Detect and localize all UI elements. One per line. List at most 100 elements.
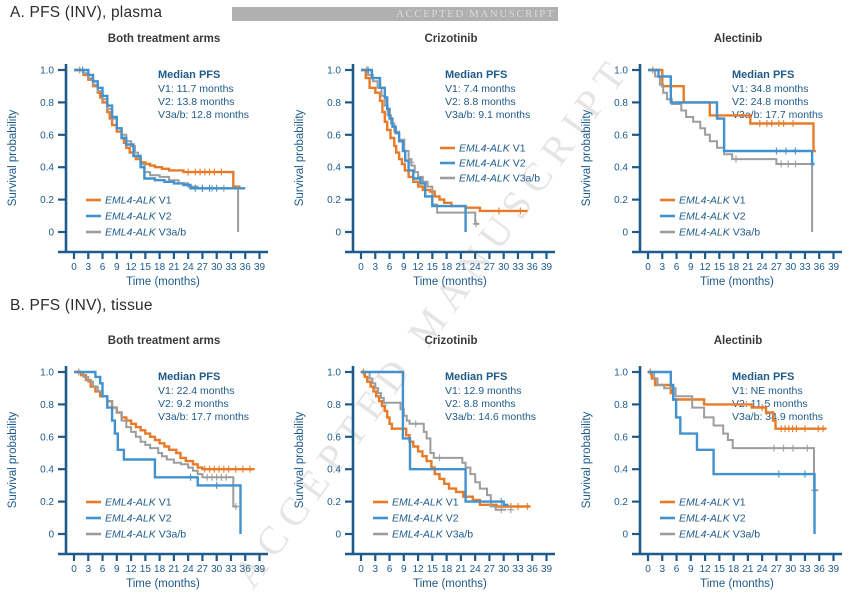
x-tick-label: 6 <box>674 262 680 273</box>
x-tick-label: 3 <box>659 564 665 575</box>
censor-marks-v2 <box>364 66 372 74</box>
censor-marks-v3ab <box>407 158 480 228</box>
median-value: V2: 8.8 months <box>445 398 516 410</box>
legend-label-v2: EML4-ALK V2 <box>679 513 746 525</box>
x-tick-label: 33 <box>799 262 811 273</box>
x-tick-label: 39 <box>541 262 553 273</box>
x-tick-label: 6 <box>387 564 393 575</box>
legend-label-v2: EML4-ALK V2 <box>105 513 172 525</box>
y-tick-label: 0.4 <box>327 465 341 476</box>
y-tick-label: 1.0 <box>40 368 54 379</box>
y-tick-label: 0.4 <box>327 163 341 174</box>
x-tick-label: 27 <box>771 564 783 575</box>
x-tick-label: 21 <box>742 262 754 273</box>
legend-label-v1: EML4-ALK V1 <box>679 497 746 509</box>
x-tick-label: 9 <box>688 262 694 273</box>
legend-label-v2: EML4-ALK V2 <box>459 158 526 170</box>
legend-label-v1: EML4-ALK V1 <box>679 195 746 207</box>
km-panel-tissue-both: Both treatment arms 0 3 6 9 12 15 18 21 24 27 30 33 3… <box>2 328 289 594</box>
median-value: V3a/b: 34.9 months <box>732 411 823 423</box>
x-tick-label: 33 <box>799 564 811 575</box>
median-pfs-label: Median PFS <box>732 69 794 81</box>
x-tick-label: 27 <box>484 564 496 575</box>
y-tick-label: 0.2 <box>40 195 54 206</box>
x-tick-label: 21 <box>455 262 467 273</box>
x-tick-label: 33 <box>225 262 237 273</box>
x-tick-label: 0 <box>358 262 364 273</box>
x-tick-label: 30 <box>785 564 797 575</box>
y-tick-label: 0.6 <box>40 130 54 141</box>
y-tick-label: 0.8 <box>614 98 628 109</box>
x-tick-label: 33 <box>512 564 524 575</box>
legend: EML4-ALK V1 EML4-ALK V2 EML4-ALK V3a/b <box>660 497 760 541</box>
x-tick-label: 39 <box>254 564 266 575</box>
y-tick-label: 0.6 <box>327 130 341 141</box>
median-value: V1: 34.8 months <box>732 83 808 95</box>
x-tick-label: 39 <box>828 262 840 273</box>
median-value: V2: 13.8 months <box>158 96 234 108</box>
x-tick-label: 3 <box>372 262 378 273</box>
y-axis-title: Survival probability <box>7 109 19 206</box>
x-tick-label: 39 <box>828 564 840 575</box>
x-tick-label: 3 <box>85 564 91 575</box>
x-tick-label: 39 <box>254 262 266 273</box>
x-tick-label: 18 <box>728 564 740 575</box>
x-tick-label: 30 <box>211 262 223 273</box>
legend-label-v3ab: EML4-ALK V3a/b <box>392 529 473 541</box>
median-value: V1: 11.7 months <box>158 83 234 95</box>
x-tick-label: 0 <box>645 564 651 575</box>
banner-text: ACCEPTED MANUSCRIPT <box>396 8 555 20</box>
x-tick-label: 12 <box>126 564 138 575</box>
median-value: V3a/b: 9.1 months <box>445 109 530 121</box>
legend: EML4-ALK V1 EML4-ALK V2 EML4-ALK V3a/b <box>86 195 186 239</box>
censor-marks-v3ab <box>203 473 240 510</box>
legend: EML4-ALK V1 EML4-ALK V2 EML4-ALK V3a/b <box>440 143 540 185</box>
y-tick-label: 0.4 <box>614 465 628 476</box>
x-tick-label: 36 <box>527 564 539 575</box>
survival-curve-v1 <box>361 370 530 508</box>
y-tick-label: 0 <box>335 228 341 239</box>
legend: EML4-ALK V1 EML4-ALK V2 EML4-ALK V3a/b <box>373 497 473 541</box>
median-pfs-label: Median PFS <box>445 69 507 81</box>
survival-curve-v3ab <box>648 69 814 232</box>
y-tick-label: 0.6 <box>327 432 341 443</box>
x-tick-label: 27 <box>484 262 496 273</box>
panel-title: Both treatment arms <box>108 335 220 347</box>
x-tick-label: 6 <box>100 262 106 273</box>
survival-curve-v1 <box>74 68 241 188</box>
x-tick-label: 30 <box>211 564 223 575</box>
x-tick-label: 30 <box>498 262 510 273</box>
y-tick-label: 1.0 <box>614 368 628 379</box>
survival-curve-v2 <box>648 370 816 534</box>
x-tick-label: 6 <box>387 262 393 273</box>
x-tick-label: 21 <box>742 564 754 575</box>
x-tick-label: 30 <box>498 564 510 575</box>
survival-curve-v2 <box>361 68 467 232</box>
km-panel-plasma-alectinib: Alectinib 0 3 6 9 12 15 18 21 24 27 30 33 36 39 0 0.2 0.4… <box>576 26 863 292</box>
median-pfs-label: Median PFS <box>445 371 507 383</box>
y-tick-label: 0.2 <box>40 497 54 508</box>
median-value: V1: 7.4 months <box>445 83 516 95</box>
y-tick-label: 0.2 <box>614 497 628 508</box>
x-tick-label: 27 <box>771 262 783 273</box>
y-tick-label: 1.0 <box>614 66 628 77</box>
x-tick-label: 15 <box>140 262 152 273</box>
x-tick-label: 24 <box>183 262 195 273</box>
x-tick-label: 21 <box>168 564 180 575</box>
x-axis-title: Time (months) <box>700 578 774 590</box>
y-axis-title: Survival probability <box>294 411 306 508</box>
y-tick-label: 0.4 <box>40 465 54 476</box>
x-tick-label: 9 <box>114 564 120 575</box>
x-tick-label: 39 <box>541 564 553 575</box>
x-tick-label: 21 <box>455 564 467 575</box>
x-axis-title: Time (months) <box>700 276 774 288</box>
legend-label-v3ab: EML4-ALK V3a/b <box>679 227 760 239</box>
median-pfs-label: Median PFS <box>158 69 220 81</box>
survival-curve-v1 <box>648 370 827 430</box>
censor-marks-v1 <box>649 66 797 127</box>
survival-curve-v2 <box>648 68 815 166</box>
median-pfs-label: Median PFS <box>732 371 794 383</box>
x-tick-label: 24 <box>757 564 769 575</box>
